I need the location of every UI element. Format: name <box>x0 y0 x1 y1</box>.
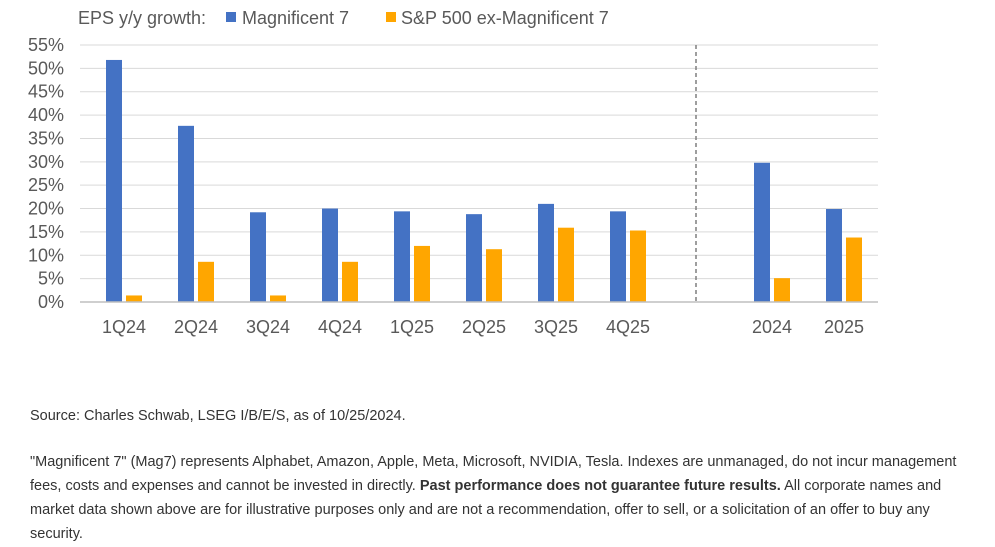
bar-s-p-500-ex-magnificent-7-3q24 <box>270 295 286 302</box>
bar-s-p-500-ex-magnificent-7-2025 <box>846 237 862 302</box>
disclaimer-bold-text: Past performance does not guarantee futu… <box>419 478 781 494</box>
legend-label-magnificent-7: Magnificent 7 <box>242 8 349 28</box>
disclaimer-text: "Magnificent 7" (Mag7) represents Alphab… <box>30 454 957 494</box>
x-tick-label-2q24: 2Q24 <box>174 317 218 337</box>
eps-growth-chart: 0% 5% 10% 15% 20% 25% 30% 35% 40% 45% 50% 55% 1Q24 2… <box>28 8 878 337</box>
bar-s-p-500-ex-magnificent-7-4q24 <box>342 261 358 302</box>
legend-label-sp500-ex-mag7: S&P 500 ex-Magnificent 7 <box>401 8 609 28</box>
bar-magnificent-7-4q24 <box>322 208 338 302</box>
x-tick-label-2q25: 2Q25 <box>462 317 506 337</box>
bar-magnificent-7-2q25 <box>466 214 482 302</box>
y-tick-label-35: 35% <box>28 128 64 148</box>
legend-title: EPS y/y growth: <box>78 8 206 28</box>
bar-magnificent-7-1q24 <box>106 59 122 302</box>
bar-s-p-500-ex-magnificent-7-2024 <box>774 278 790 302</box>
x-tick-label-4q24: 4Q24 <box>318 317 362 337</box>
y-tick-label-20: 20% <box>28 199 64 219</box>
bar-magnificent-7-2025 <box>826 209 842 302</box>
bar-s-p-500-ex-magnificent-7-2q25 <box>486 249 502 302</box>
y-tick-label-45: 45% <box>28 82 64 102</box>
bar-s-p-500-ex-magnificent-7-1q25 <box>414 245 430 302</box>
chart-area: 0% 5% 10% 15% 20% 25% 30% 35% 40% 45% 50% 55% 1Q24 2… <box>28 8 878 337</box>
x-tick-label-1q25: 1Q25 <box>390 317 434 337</box>
y-axis-tick-labels: 0% 5% 10% 15% 20% 25% 30% 35% 40% 45% 50% 55% <box>28 35 64 312</box>
y-tick-label-0: 0% <box>38 292 64 312</box>
x-tick-label-3q24: 3Q24 <box>246 317 290 337</box>
bar-s-p-500-ex-magnificent-7-1q24 <box>126 295 142 302</box>
bar-s-p-500-ex-magnificent-7-3q25 <box>558 227 574 302</box>
y-tick-label-30: 30% <box>28 152 64 172</box>
bars <box>106 59 862 302</box>
y-tick-label-5: 5% <box>38 269 64 289</box>
y-tick-label-50: 50% <box>28 58 64 78</box>
x-tick-label-1q24: 1Q24 <box>102 317 146 337</box>
bar-magnificent-7-2q24 <box>178 125 194 302</box>
y-tick-label-55: 55% <box>28 35 64 55</box>
disclaimer: "Magnificent 7" (Mag7) represents Alphab… <box>30 450 985 546</box>
disclaimer-text-continued: All corporate names and market data show… <box>30 478 942 542</box>
bar-s-p-500-ex-magnificent-7-2q24 <box>198 261 214 302</box>
y-tick-label-10: 10% <box>28 245 64 265</box>
x-tick-label-2024: 2024 <box>752 317 792 337</box>
bar-s-p-500-ex-magnificent-7-4q25 <box>630 230 646 302</box>
x-tick-label-2025: 2025 <box>824 317 864 337</box>
legend: EPS y/y growth: Magnificent 7 S&P 500 ex… <box>78 8 609 28</box>
bar-magnificent-7-3q24 <box>250 212 266 302</box>
legend-swatch-magnificent-7 <box>226 12 236 22</box>
y-tick-label-40: 40% <box>28 105 64 125</box>
y-tick-label-15: 15% <box>28 222 64 242</box>
legend-swatch-sp500-ex-mag7 <box>386 12 396 22</box>
gridlines <box>80 44 878 280</box>
x-axis-tick-labels: 1Q24 2Q24 3Q24 4Q24 1Q25 2Q25 3Q25 4Q25 2024 2025 <box>102 317 864 337</box>
x-tick-label-4q25: 4Q25 <box>606 317 650 337</box>
bar-magnificent-7-2024 <box>754 162 770 302</box>
y-tick-label-25: 25% <box>28 175 64 195</box>
x-tick-label-3q25: 3Q25 <box>534 317 578 337</box>
bar-magnificent-7-1q25 <box>394 211 410 302</box>
bar-magnificent-7-4q25 <box>610 211 626 302</box>
source-note: Source: Charles Schwab, LSEG I/B/E/S, as… <box>30 408 406 424</box>
bar-magnificent-7-3q25 <box>538 203 554 302</box>
